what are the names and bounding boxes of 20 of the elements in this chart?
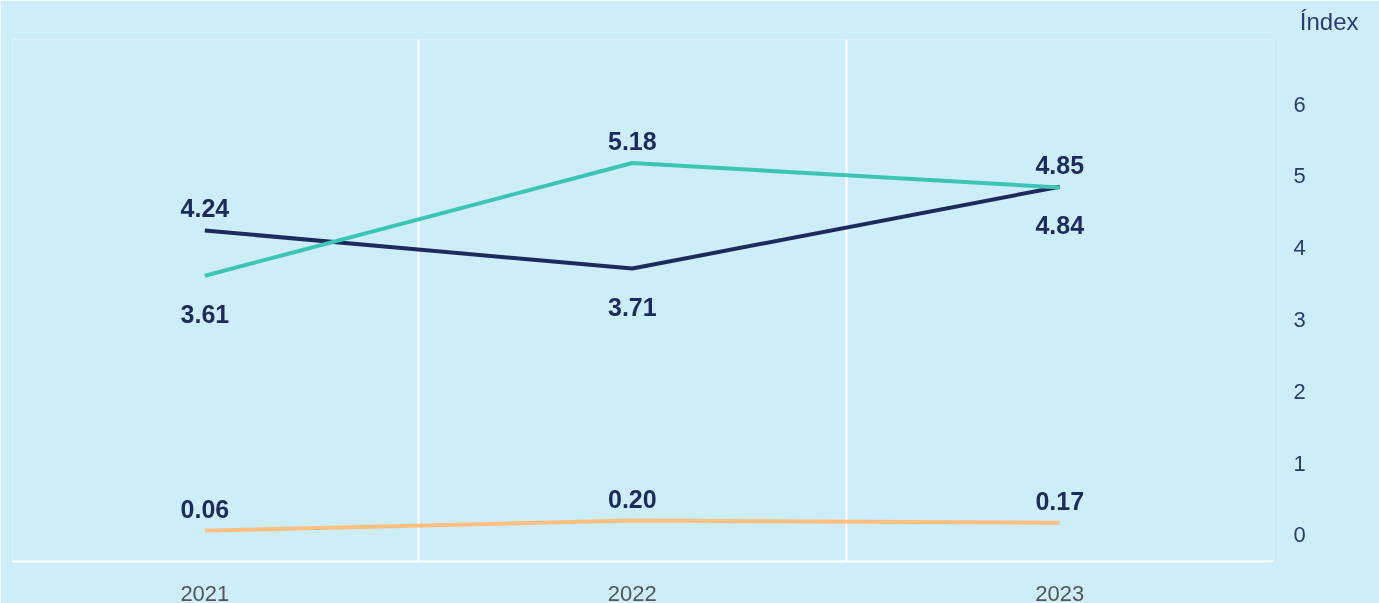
data-label: 3.61 xyxy=(180,299,230,328)
data-label: 0.20 xyxy=(607,484,657,513)
y-tick-label: 4 xyxy=(1293,235,1306,261)
x-tick-label: 2021 xyxy=(180,580,230,603)
y-tick-label: 1 xyxy=(1293,450,1306,476)
x-tick-label: 2023 xyxy=(1035,580,1085,603)
data-label: 0.17 xyxy=(1035,486,1085,515)
x-tick-label: 2022 xyxy=(607,580,657,603)
y-tick-label: 0 xyxy=(1293,522,1306,548)
y-tick-label: 3 xyxy=(1293,307,1306,333)
data-label: 4.84 xyxy=(1035,211,1085,240)
data-label: 5.18 xyxy=(607,127,657,155)
y-tick-label: 2 xyxy=(1293,378,1306,404)
y-axis-title: Índex xyxy=(1299,7,1359,35)
y-tick-label: 5 xyxy=(1293,163,1306,189)
y-tick-label: 6 xyxy=(1293,91,1306,117)
data-label: 4.24 xyxy=(180,194,230,223)
data-label: 0.06 xyxy=(180,494,230,523)
data-label: 4.85 xyxy=(1035,150,1085,179)
data-label: 3.71 xyxy=(607,292,657,321)
